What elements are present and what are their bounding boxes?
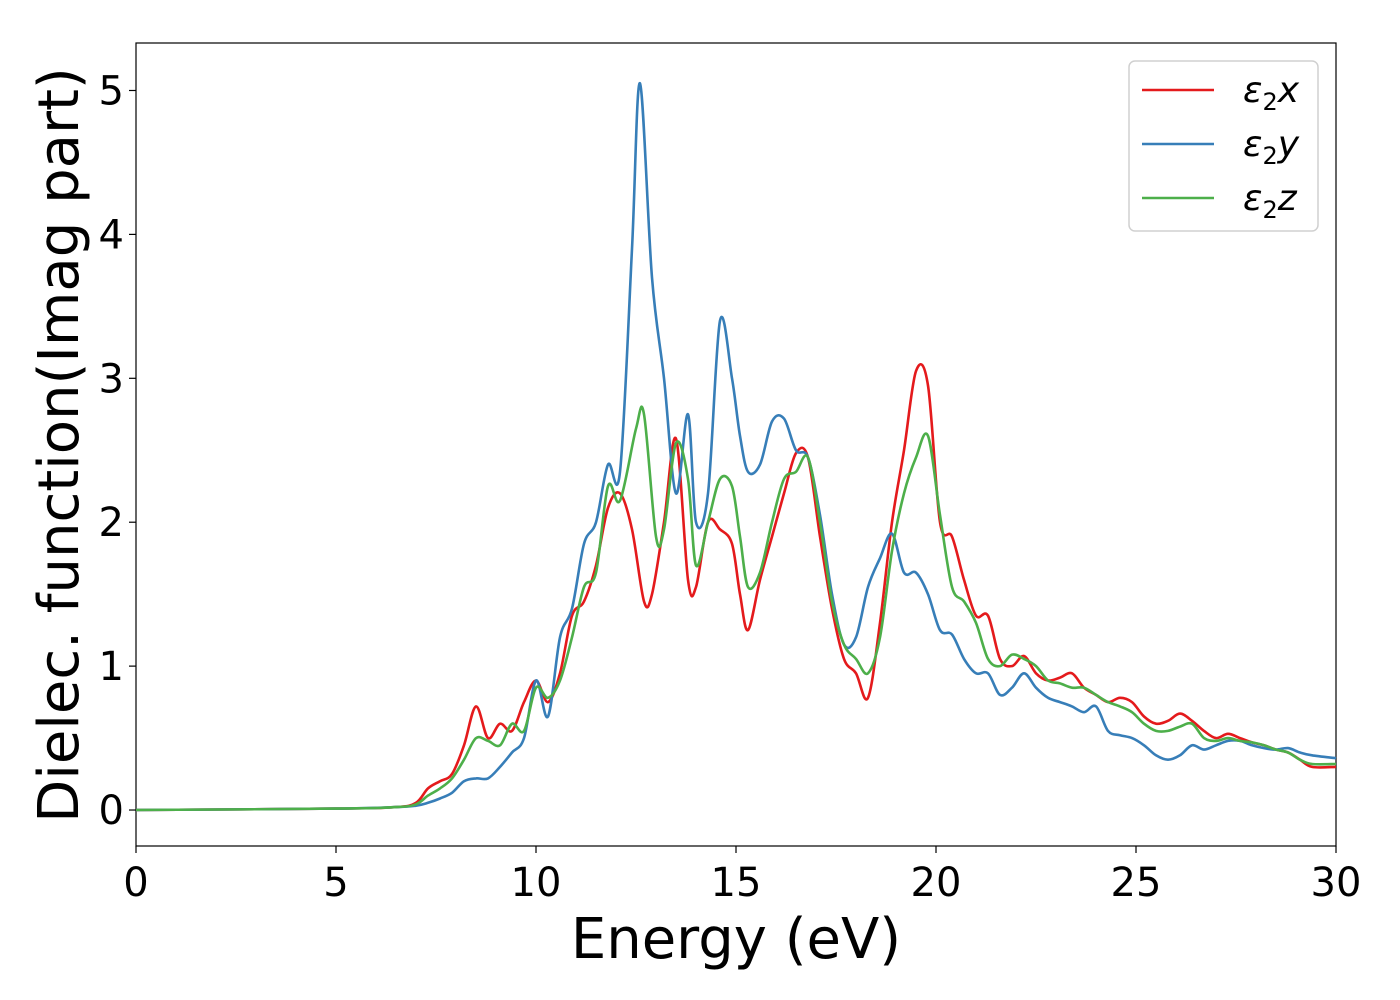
legend-label-y: ε2y — [1243, 124, 1300, 170]
y-tick-label: 3 — [99, 356, 124, 402]
x-tick-label: 30 — [1311, 860, 1362, 906]
legend-label-x: ε2x — [1243, 70, 1300, 116]
x-tick-label: 5 — [323, 860, 348, 906]
series-layer — [135, 81, 1337, 812]
y-tick-label: 4 — [99, 212, 124, 258]
y-tick-label: 0 — [99, 788, 124, 834]
x-tick-label: 20 — [911, 860, 962, 906]
x-tick-label: 10 — [511, 860, 562, 906]
y-axis-label: Dielec. function(Imag part) — [27, 67, 92, 823]
x-axis: 0 5 10 15 20 25 30 — [123, 846, 1361, 906]
x-axis-label: Energy (eV) — [571, 907, 901, 972]
y-tick-label: 5 — [99, 68, 124, 114]
x-tick-label: 15 — [711, 860, 762, 906]
legend-box — [1128, 60, 1319, 232]
legend: ε2x ε2y ε2z — [1128, 60, 1319, 232]
x-tick-label: 25 — [1111, 860, 1162, 906]
y-tick-label: 1 — [99, 644, 124, 690]
legend-label-z: ε2z — [1243, 178, 1298, 224]
y-tick-label: 2 — [99, 500, 124, 546]
series-line-z — [135, 405, 1337, 812]
y-axis: 0 1 2 3 4 5 — [99, 68, 136, 834]
x-tick-label: 0 — [123, 860, 148, 906]
